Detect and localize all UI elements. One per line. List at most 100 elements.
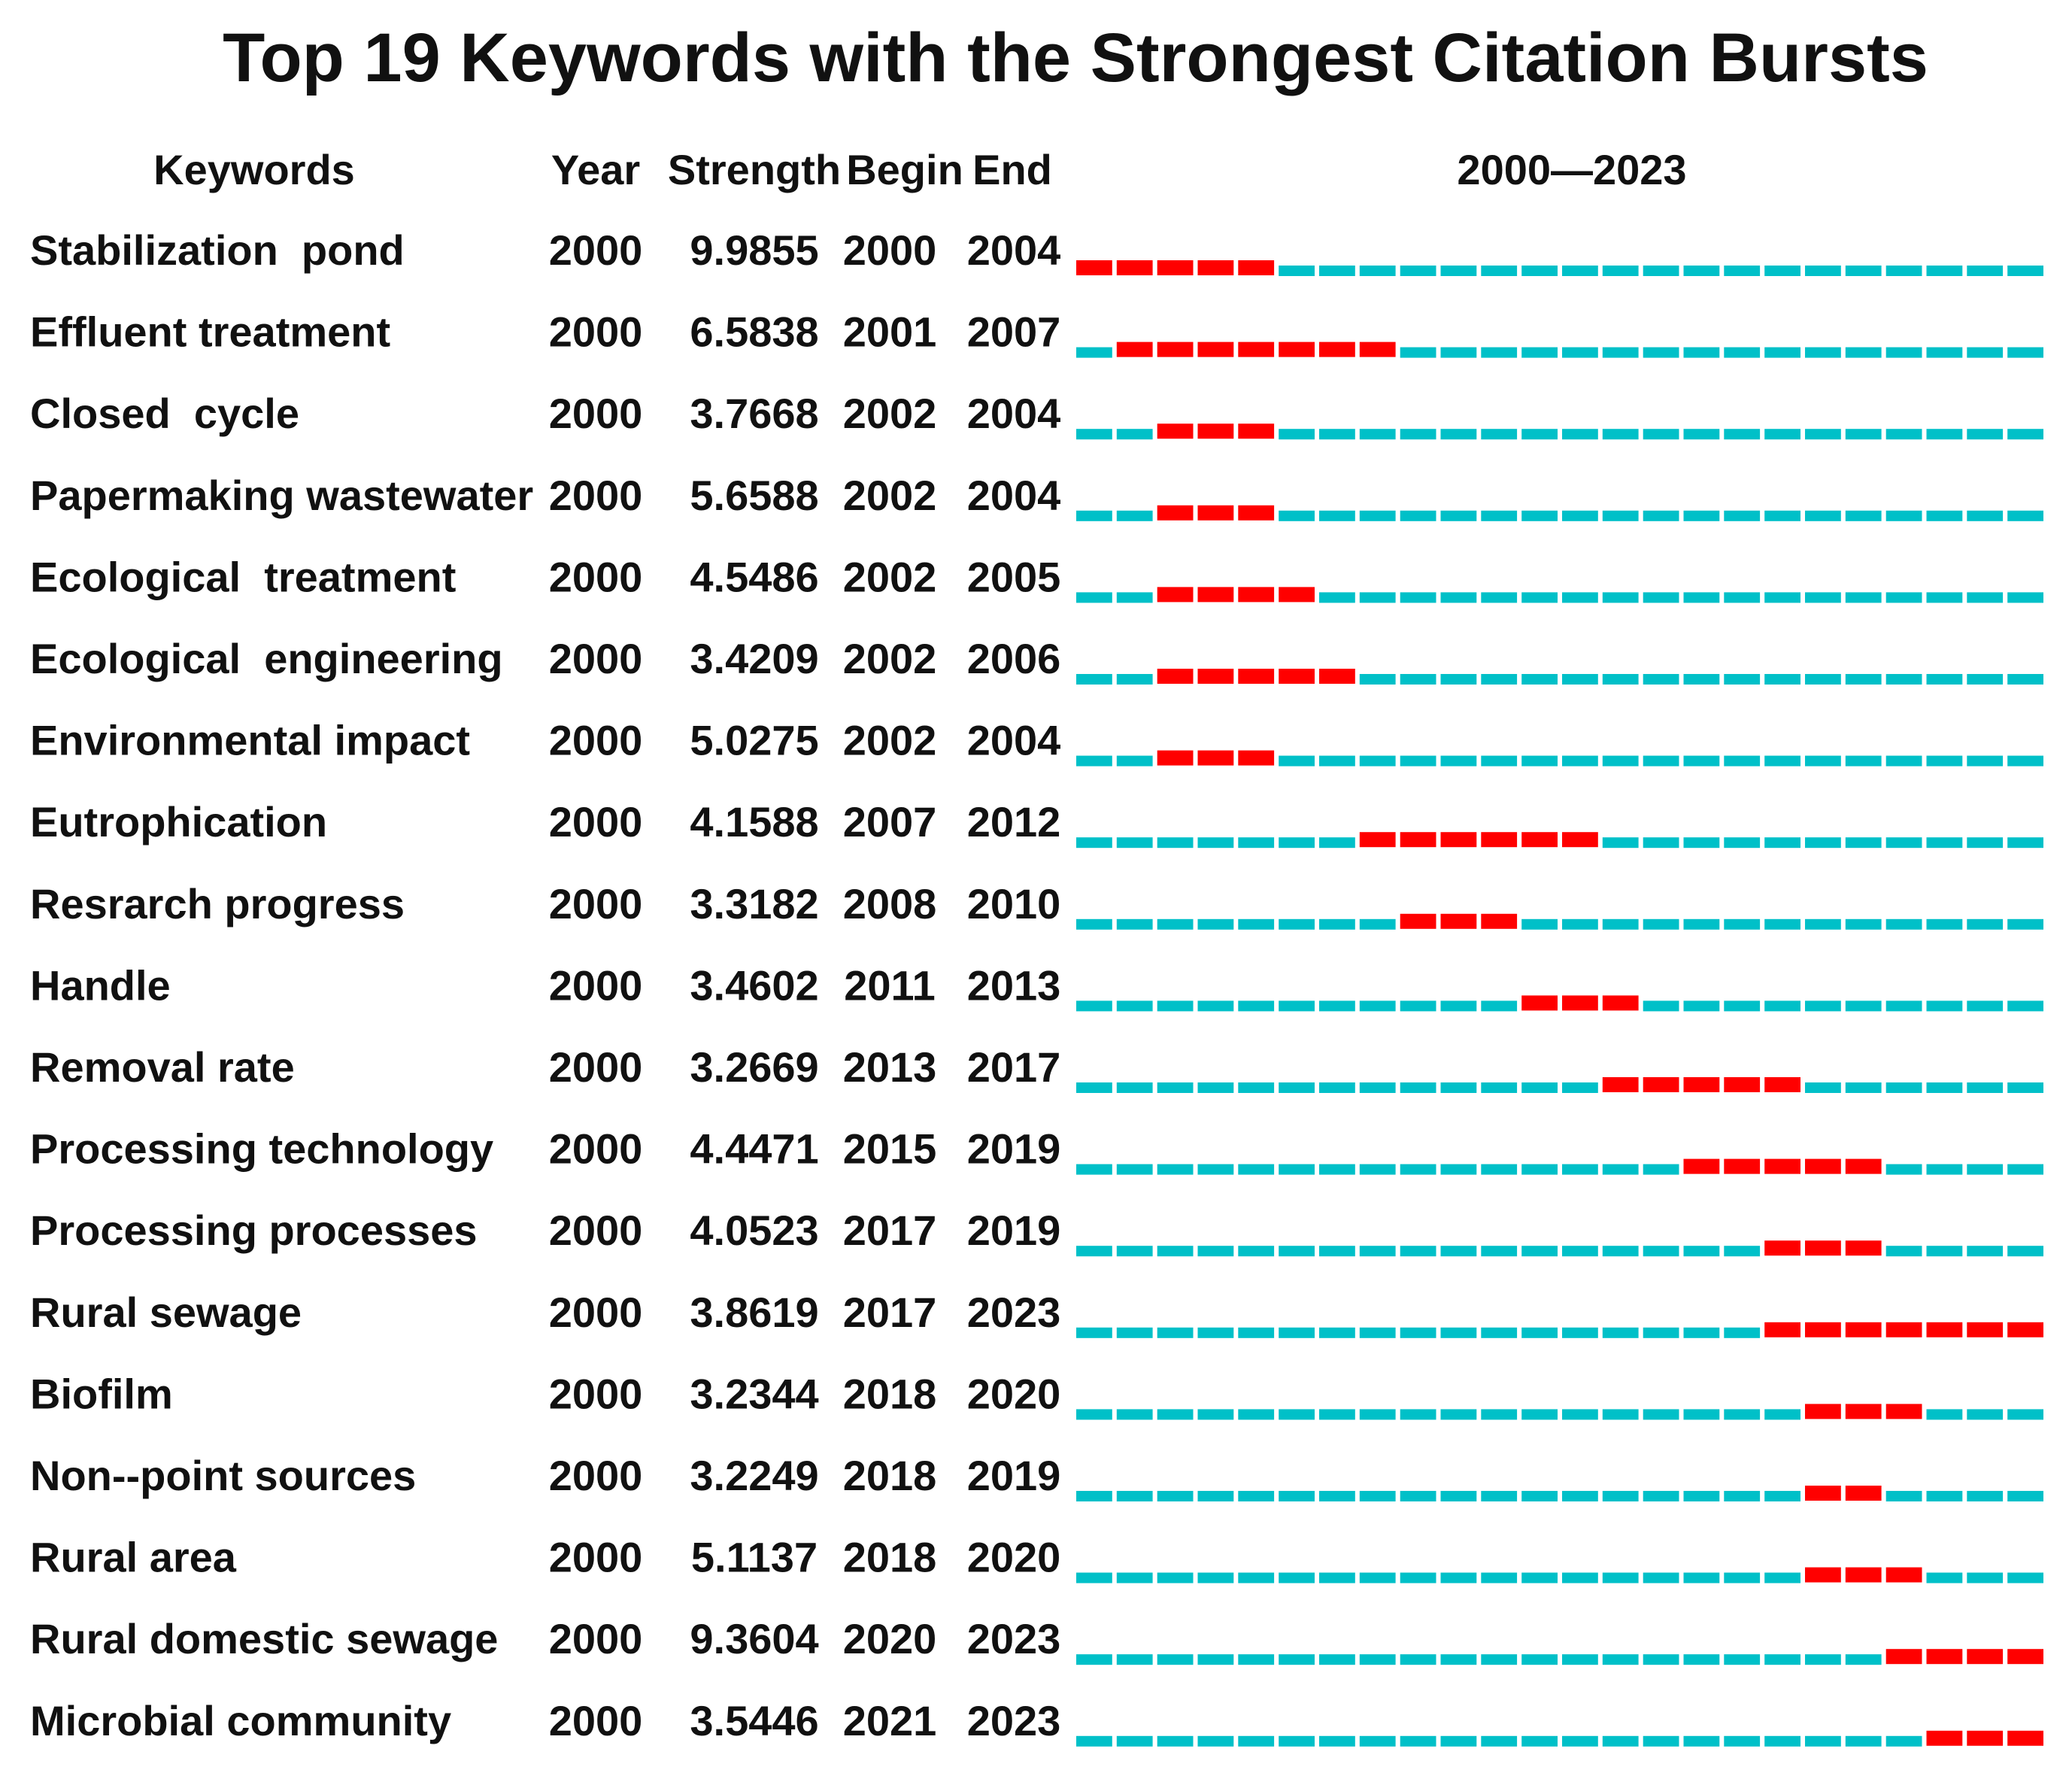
timeline-segment <box>1562 1572 1598 1583</box>
timeline-segment <box>1116 1735 1153 1747</box>
timeline-segment <box>1967 837 2004 849</box>
timeline-segment <box>1885 1246 1922 1257</box>
timeline-segment <box>1279 1082 1315 1093</box>
timeline-segment <box>1440 266 1477 276</box>
begin-value: 2001 <box>843 308 937 356</box>
burst-segment <box>1238 587 1275 603</box>
timeline-segment <box>1764 674 1800 685</box>
timeline-segment <box>1400 347 1436 358</box>
burst-segment <box>1683 1158 1720 1174</box>
end-value: 2023 <box>967 1289 1061 1336</box>
timeline-segment <box>1238 1327 1275 1338</box>
begin-value: 2013 <box>843 1043 937 1091</box>
timeline-segment <box>1683 1572 1720 1583</box>
year-value: 2000 <box>549 1452 643 1499</box>
timeline-segment <box>1076 1409 1112 1420</box>
timeline-segment <box>1926 1000 1963 1012</box>
timeline-segment <box>1885 1000 1922 1012</box>
timeline-segment <box>1845 347 1882 358</box>
burst-segment <box>1481 832 1518 848</box>
table-row: Papermaking wastewater 2000 5.6588 2002 2004 <box>30 472 2043 521</box>
burst-segment <box>1845 1322 1882 1337</box>
timeline-segment <box>2007 918 2043 930</box>
burst-segment <box>1440 913 1477 929</box>
timeline-segment <box>1724 510 1761 521</box>
timeline-segment <box>1724 347 1761 358</box>
timeline-segment <box>1845 1082 1882 1093</box>
timeline-segment <box>1157 1491 1194 1501</box>
timeline-segment <box>1643 837 1679 849</box>
timeline-segment <box>1805 429 1841 440</box>
timeline-segment <box>1279 429 1315 440</box>
timeline-segment <box>1197 1246 1234 1257</box>
year-value: 2000 <box>549 472 643 519</box>
timeline-segment <box>1521 1491 1558 1501</box>
timeline-segment <box>1885 755 1922 767</box>
timeline-segment <box>1885 592 1922 603</box>
timeline-segment <box>1076 510 1112 521</box>
timeline-segment <box>1440 1572 1477 1583</box>
burst-segment <box>1885 1322 1922 1337</box>
timeline-segment <box>1197 1491 1234 1501</box>
timeline-segment <box>1562 1735 1598 1747</box>
table-row: Ecological treatment 2000 4.5486 2002 2005 <box>30 553 2043 603</box>
timeline-segment <box>1724 1409 1761 1420</box>
timeline-segment <box>1076 1246 1112 1257</box>
timeline-segment <box>1805 1082 1841 1093</box>
timeline-segment <box>1845 918 1882 930</box>
timeline-segment <box>1885 674 1922 685</box>
timeline-segment <box>1643 1572 1679 1583</box>
timeline-segment <box>1157 1327 1194 1338</box>
timeline-segment <box>1481 755 1518 767</box>
year-value: 2000 <box>549 798 643 845</box>
timeline-segment <box>1400 266 1436 276</box>
timeline-segment <box>1683 837 1720 849</box>
timeline-segment <box>1724 1246 1761 1257</box>
timeline-segment <box>1076 592 1112 603</box>
timeline-segment <box>1602 755 1639 767</box>
timeline-segment <box>1440 1082 1477 1093</box>
timeline-segment <box>1764 347 1800 358</box>
burst-segment <box>1845 1486 1882 1501</box>
timeline-segment <box>1440 510 1477 521</box>
timeline-segment <box>1238 1000 1275 1012</box>
timeline-segment <box>1643 347 1679 358</box>
timeline-segment <box>1359 266 1396 276</box>
year-value: 2000 <box>549 1697 643 1744</box>
timeline-segment <box>1967 1572 2004 1583</box>
end-value: 2013 <box>967 961 1061 1009</box>
timeline-segment <box>1764 1572 1800 1583</box>
end-value: 2004 <box>967 717 1061 764</box>
timeline-segment <box>1562 592 1598 603</box>
year-value: 2000 <box>549 880 643 927</box>
burst-segment <box>1238 423 1275 439</box>
timeline-segment <box>2007 755 2043 767</box>
timeline-segment <box>1521 918 1558 930</box>
burst-segment <box>1805 1158 1841 1174</box>
keyword-label: Processing technology <box>30 1125 493 1173</box>
timeline-segment <box>1805 510 1841 521</box>
timeline-segment <box>1076 1082 1112 1093</box>
burst-segment <box>1238 750 1275 766</box>
end-value: 2023 <box>967 1615 1061 1662</box>
timeline-segment <box>1279 266 1315 276</box>
header-end: End <box>972 146 1052 193</box>
timeline-segment <box>1400 1735 1436 1747</box>
timeline-segment <box>1279 755 1315 767</box>
burst-segment <box>1279 342 1315 357</box>
burst-segment <box>1562 832 1598 848</box>
timeline-segment <box>1602 1572 1639 1583</box>
timeline-segment <box>1116 1409 1153 1420</box>
timeline-segment <box>1724 592 1761 603</box>
table-row: Biofilm 2000 3.2344 2018 2020 <box>30 1370 2043 1420</box>
timeline-segment <box>1481 592 1518 603</box>
timeline-segment <box>1238 1409 1275 1420</box>
timeline-segment <box>2007 429 2043 440</box>
timeline-segment <box>1197 837 1234 849</box>
timeline-segment <box>1967 1164 2004 1175</box>
table-row: Non--point sources 2000 3.2249 2018 2019 <box>30 1452 2043 1501</box>
timeline-segment <box>1238 1082 1275 1093</box>
timeline-segment <box>1400 1409 1436 1420</box>
timeline-segment <box>1845 266 1882 276</box>
timeline-segment <box>1440 1164 1477 1175</box>
